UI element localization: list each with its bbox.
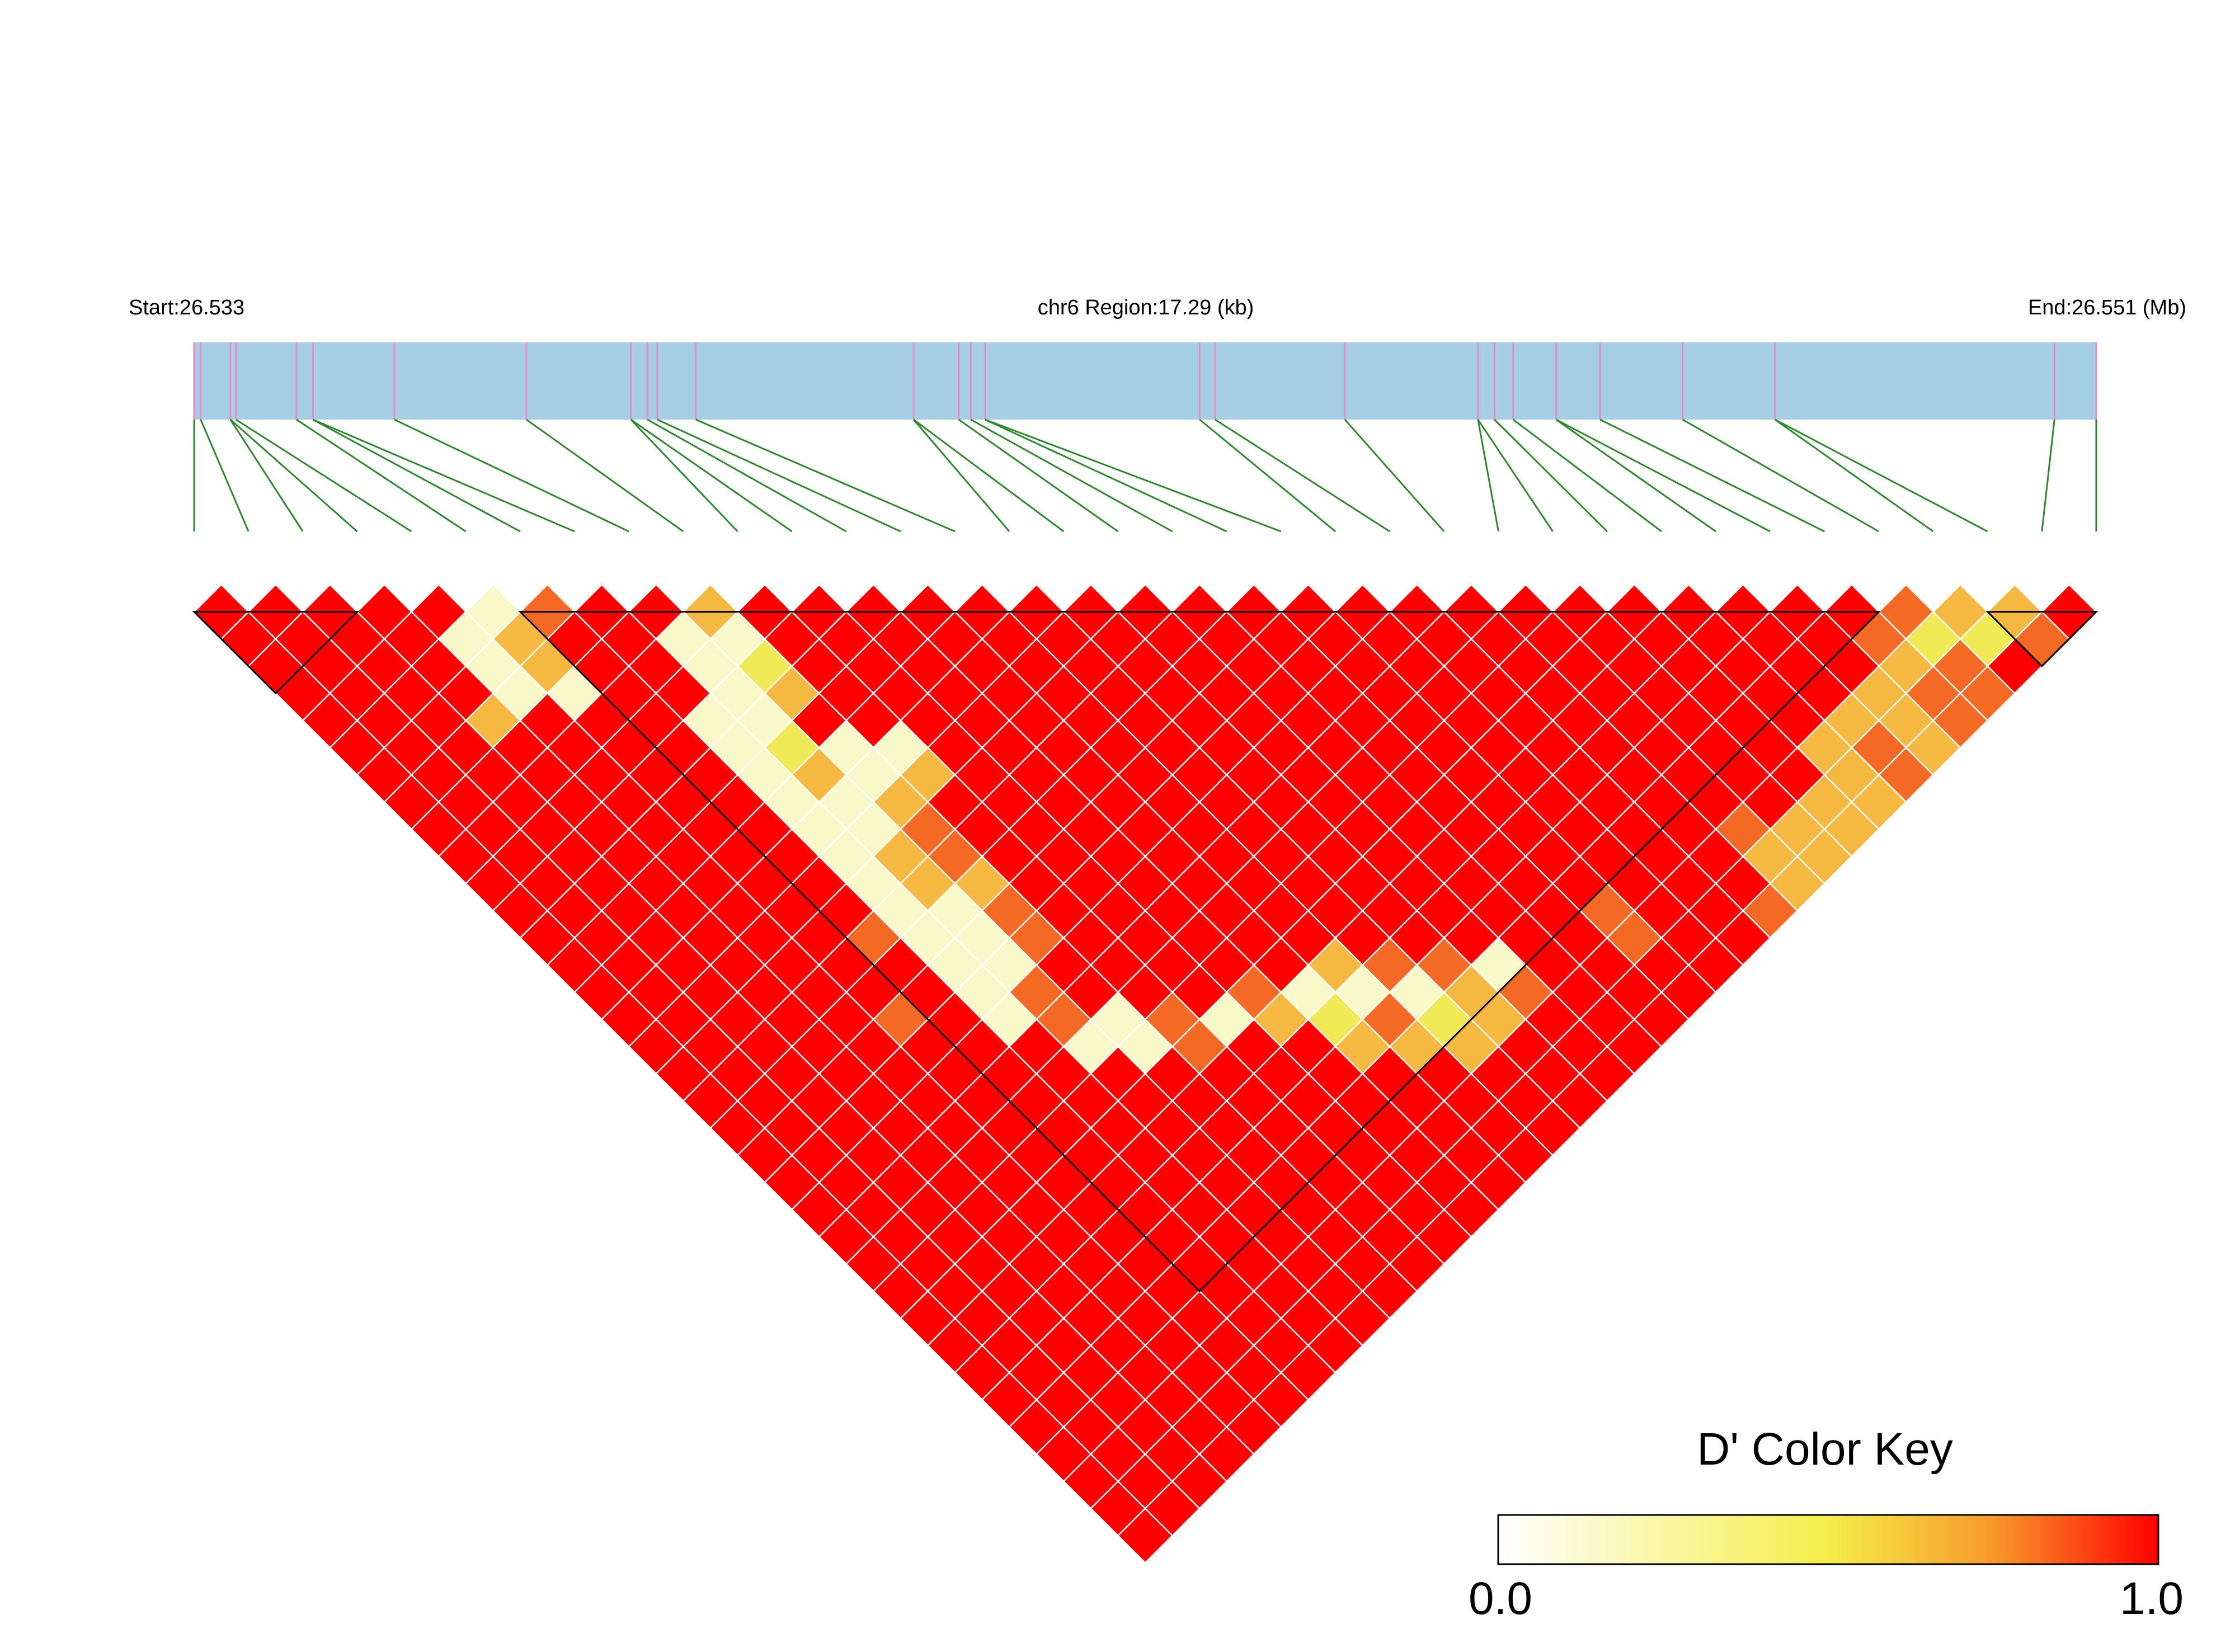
haplotype-block	[1985, 611, 2098, 667]
snp-connector	[1599, 418, 1825, 533]
snp-connector	[1774, 418, 1934, 533]
snp-connector	[200, 419, 250, 532]
snp-connector	[229, 418, 358, 533]
snp-connector	[647, 418, 847, 533]
snp-connector	[312, 418, 521, 533]
snp-connector	[912, 419, 1010, 532]
genomic-region-bar	[194, 342, 2096, 420]
snp-connector	[1682, 418, 1880, 533]
color-key-min: 0.0	[1469, 1573, 1532, 1624]
haplotype-block	[192, 611, 360, 695]
snp-connector	[1344, 419, 1445, 532]
region-label: chr6 Region:17.29 (kb)	[1038, 296, 1254, 319]
snp-connector	[1477, 419, 1554, 532]
snp-connector	[1555, 418, 1716, 533]
haplotype-block	[518, 611, 1881, 1292]
snp-connector	[312, 418, 575, 533]
snp-connector-lines	[193, 418, 2097, 533]
snp-connector	[1555, 418, 1771, 533]
snp-connector	[970, 418, 1173, 533]
snp-connector	[1775, 418, 1988, 533]
color-key-bar	[1497, 1514, 2159, 1565]
snp-connector	[525, 418, 684, 533]
snp-position-lines	[193, 342, 2097, 420]
snp-connector	[630, 418, 738, 533]
snp-connector	[657, 418, 901, 533]
color-key-title: D' Color Key	[1697, 1424, 1953, 1475]
ld-cells	[193, 583, 2097, 1564]
snp-connector	[985, 418, 1227, 533]
color-key-max: 1.0	[2120, 1573, 2184, 1624]
snp-connector	[695, 418, 956, 533]
snp-connector	[296, 418, 467, 533]
snp-connector	[2041, 419, 2055, 532]
snp-connector	[630, 418, 793, 533]
snp-connector	[229, 419, 304, 532]
snp-connector	[1512, 418, 1662, 533]
haplotype-block-outlines	[192, 611, 2098, 1292]
snp-connector	[1215, 418, 1390, 533]
snp-connector	[913, 418, 1065, 533]
snp-connector	[985, 418, 1282, 533]
snp-connector	[1494, 418, 1608, 533]
snp-connector	[1477, 419, 1499, 532]
start-label: Start:26.533	[129, 296, 244, 319]
snp-connector	[1199, 418, 1336, 533]
snp-connector	[394, 418, 629, 533]
snp-connector	[235, 418, 412, 533]
snp-connector	[958, 418, 1119, 533]
end-label: End:26.551 (Mb)	[2028, 296, 2186, 319]
